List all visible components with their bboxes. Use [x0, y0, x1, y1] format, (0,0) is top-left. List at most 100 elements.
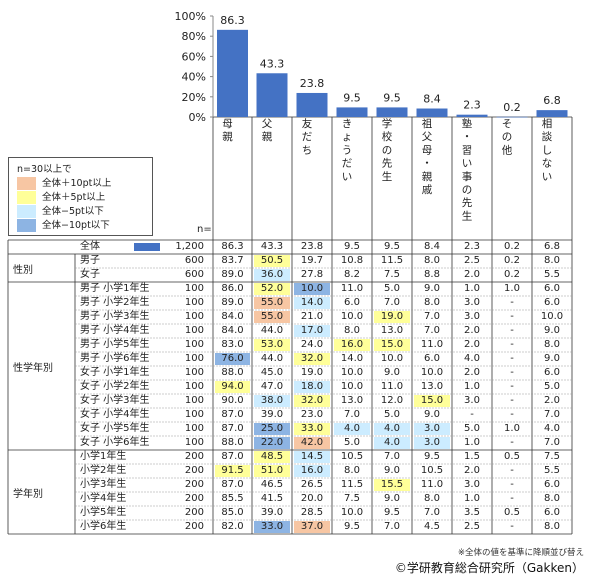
value-cell: 55.0 [254, 297, 290, 309]
bar [296, 92, 328, 117]
value-cell: 38.0 [254, 395, 290, 407]
row-label: 女子 [80, 269, 100, 280]
value-cell: 41.5 [260, 493, 284, 504]
row-label: 男子 小学1年生 [80, 283, 150, 294]
value-cell: 76.0 [215, 353, 250, 365]
value-cell: - [510, 409, 514, 420]
value-cell: 7.0 [384, 451, 400, 462]
value-cell: 10.0 [340, 507, 364, 518]
value-cell: 84.0 [221, 311, 244, 322]
value-cell: 33.0 [294, 423, 330, 435]
value-cell: 36.0 [254, 269, 290, 281]
value-cell: 19.0 [374, 311, 410, 323]
table-row: 男子 小学1年生 100 86.0 52.0 10.0 11.0 5.0 9.0 1.0 1.0 6… [0, 282, 598, 296]
value-cell: 6.0 [344, 297, 360, 308]
bar [536, 110, 568, 117]
n-cell: 200 [184, 451, 204, 462]
value-cell: 1.0 [504, 283, 520, 294]
value-cell: 9.0 [384, 367, 400, 378]
value-cell: 39.0 [260, 507, 284, 518]
value-cell: - [510, 437, 514, 448]
table-row: 女子 小学4年生 100 87.0 39.0 23.0 7.0 5.0 9.0 - - 7.0 [0, 408, 598, 422]
value-cell: 86.3 [221, 241, 244, 252]
y-tick-label: 100% [175, 10, 206, 23]
value-cell: 0.5 [504, 507, 520, 518]
footnote: ※全体の値を基準に降順並び替え [457, 548, 584, 558]
value-cell: 83.0 [221, 339, 244, 350]
value-cell: 8.0 [424, 493, 440, 504]
table-row: 男子 小学3年生 100 84.0 55.0 21.0 10.0 19.0 7.0 3.0 - 10… [0, 310, 598, 324]
value-cell: 9.0 [384, 493, 400, 504]
table-row: 女子 小学5年生 100 87.0 25.0 33.0 4.0 4.0 3.0 5.0 1.0 4.… [0, 422, 598, 436]
total-bar-swatch [134, 243, 160, 251]
bar-value-label: 9.5 [343, 91, 361, 104]
legend-swatch [17, 191, 36, 204]
value-cell: 26.5 [300, 479, 324, 490]
bar [496, 116, 528, 118]
row-label: 女子 小学3年生 [80, 395, 150, 406]
value-cell: 17.0 [294, 325, 330, 337]
row-label: 小学5年生 [80, 507, 127, 518]
n-cell: 100 [184, 381, 204, 392]
category-label: 母親 [222, 118, 233, 143]
value-cell: 4.0 [374, 437, 410, 449]
value-cell: 10.5 [420, 465, 444, 476]
value-cell: 5.0 [384, 409, 400, 420]
n-cell: 100 [184, 339, 204, 350]
value-cell: 10.0 [294, 283, 330, 295]
value-cell: 8.8 [424, 269, 440, 280]
legend-item-minus5: 全体−5pt以下 [17, 205, 137, 218]
value-cell: 27.8 [300, 269, 324, 280]
value-cell: 82.0 [221, 521, 244, 532]
value-cell: 8.0 [424, 255, 440, 266]
value-cell: 11.5 [380, 255, 404, 266]
n-cell: 1,200 [175, 241, 204, 252]
table-row: 男子 小学4年生 100 84.0 44.0 17.0 8.0 13.0 7.0 2.0 - 9.0 [0, 324, 598, 338]
value-cell: 13.0 [380, 325, 404, 336]
value-cell: 8.0 [544, 493, 560, 504]
value-cell: 10.0 [340, 311, 364, 322]
value-cell: 88.0 [221, 367, 244, 378]
row-label: 小学4年生 [80, 493, 127, 504]
value-cell: - [510, 367, 514, 378]
row-label: 小学2年生 [80, 465, 127, 476]
value-cell: 24.0 [300, 339, 324, 350]
value-cell: 4.0 [374, 423, 410, 435]
value-cell: - [510, 339, 514, 350]
table-row: 女子 小学6年生 100 88.0 22.0 42.0 5.0 4.0 3.0 1.0 - 7.0 [0, 436, 598, 450]
n-header: n= [197, 224, 212, 235]
value-cell: 7.0 [424, 507, 440, 518]
value-cell: 8.0 [344, 325, 360, 336]
n-cell: 100 [184, 353, 204, 364]
value-cell: 6.0 [544, 283, 560, 294]
value-cell: 37.0 [294, 521, 330, 533]
value-cell: 2.0 [464, 367, 480, 378]
table-row: 女子 小学1年生 100 88.0 45.0 19.0 10.0 9.0 10.0 2.0 - 6.… [0, 366, 598, 380]
table-row: 小学1年生 200 87.0 48.5 14.5 10.5 7.0 9.5 1.5 0.5 7.5 [0, 450, 598, 464]
value-cell: 1.5 [464, 451, 480, 462]
bar [376, 107, 408, 117]
value-cell: 3.0 [464, 311, 480, 322]
value-cell: 2.0 [544, 395, 560, 406]
y-axis: 0% 20% 40% 60% 80% 100% [175, 10, 214, 124]
value-cell: 7.0 [384, 297, 400, 308]
table-grid [7, 116, 573, 535]
row-label: 男子 小学2年生 [80, 297, 150, 308]
value-cell: 0.2 [504, 269, 520, 280]
value-cell: 21.0 [300, 311, 324, 322]
value-cell: 7.0 [424, 325, 440, 336]
table-row: 小学2年生 200 91.5 51.0 16.0 8.0 9.0 10.5 2.0 - 5.5 [0, 464, 598, 478]
category-label: 相談しない [542, 117, 553, 183]
value-cell: 11.0 [380, 381, 404, 392]
n-cell: 200 [184, 521, 204, 532]
value-cell: 85.0 [221, 507, 244, 518]
value-cell: - [510, 381, 514, 392]
group-label: 性別 [13, 265, 33, 276]
value-cell: - [510, 521, 514, 532]
row-label: 女子 小学6年生 [80, 437, 150, 448]
bar-value-label: 9.5 [383, 91, 401, 104]
value-cell: 9.5 [344, 241, 360, 252]
y-tick-label: 80% [182, 30, 206, 43]
value-cell: 12.0 [380, 395, 404, 406]
y-tick-label: 60% [182, 50, 206, 63]
